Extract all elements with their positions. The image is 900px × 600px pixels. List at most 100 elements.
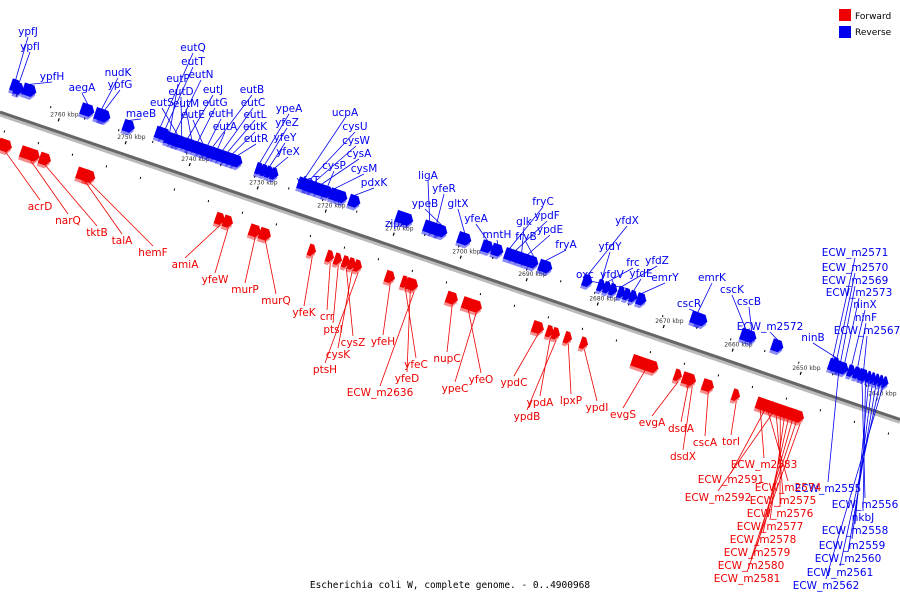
rev-zipa-label: zipA — [385, 218, 408, 230]
fwd-evgs-label: evgS — [610, 409, 636, 421]
rev-liga-label: ligA — [418, 170, 438, 182]
rev-cysm-label: cysM — [351, 163, 378, 175]
rev-ecw-m2555-label: ECW_m2555 — [795, 483, 862, 495]
fwd-cysz-label: cysZ — [341, 337, 366, 349]
fwd-crr-gene — [323, 249, 335, 266]
rev-eutc-leader — [222, 107, 254, 151]
fwd-acrd-gene — [0, 137, 12, 156]
fwd-evga-gene — [671, 368, 683, 384]
fwd-hemf-gene — [81, 168, 96, 186]
scale-minor-tick — [411, 269, 414, 272]
fwd-yfek-leader — [303, 256, 313, 307]
rev-eute-label: eutE — [181, 109, 205, 121]
rev-eutb-label: eutB — [240, 84, 264, 96]
fwd-evga-gene-body — [672, 368, 683, 382]
rev-eutr-leader — [237, 143, 257, 156]
rev-cscb-leader — [748, 306, 753, 332]
scale-tick — [392, 232, 395, 236]
rev-yfez-label: yfeZ — [275, 117, 299, 129]
scale-tick — [596, 302, 599, 306]
fwd-ecw-m2575-label: ECW_m2575 — [750, 495, 817, 507]
scale-tick-label: 2680 kbp — [589, 295, 617, 302]
kbp-scale: 2760 kbp 2750 kbp 2740 kbp 2730 kbp 2720 kbp… — [3, 94, 900, 435]
fwd-tktb-gene — [36, 151, 51, 169]
fwd-lpxp-gene-body — [562, 330, 573, 344]
rev-cscr-label: cscR — [677, 298, 701, 310]
scale-minor-tick — [717, 374, 720, 377]
fwd-ecw-m2580-leader — [750, 421, 797, 560]
rev-ypfi-gene — [11, 81, 24, 98]
rev-oxc-gene — [621, 287, 632, 304]
rev-ypeb-leader — [424, 208, 442, 226]
rev-cscb-gene-body — [745, 329, 757, 344]
rev-eutb-leader — [212, 94, 253, 148]
rev-ypeb-gene-body — [434, 223, 448, 238]
rev-ypea-label: ypeA — [276, 103, 303, 115]
fwd-hemf-gene-body — [82, 168, 96, 183]
rev-aega-label: aegA — [69, 82, 97, 94]
scale-tick-label: 2670 kbp — [655, 318, 683, 325]
rev-yfdv-label: yfdV — [600, 269, 625, 281]
fwd-tktb-leader — [44, 164, 98, 227]
fwd-yfeo-label: yfeO — [469, 374, 494, 386]
fwd-cysk-gene — [345, 257, 357, 273]
fwd-ypec-leader — [454, 312, 477, 383]
fwd-yfeh-label: yfeH — [371, 336, 395, 348]
rev-eute-leader — [192, 119, 204, 144]
fwd-evga-label: evgA — [639, 417, 666, 429]
rev-frc-leader — [607, 267, 634, 283]
scale-tick-label: 2650 kbp — [792, 365, 820, 372]
scale-minor-tick — [219, 164, 222, 167]
rev-euth-label: eutH — [208, 108, 233, 120]
fwd-ptsi-leader — [332, 265, 339, 324]
rev-ecw-m2570-label: ECW_m2570 — [822, 262, 889, 274]
rev-fryb-label: fryB — [515, 231, 536, 243]
fwd-murq-label: murQ — [261, 295, 290, 307]
rev-yfet-label: yfeT — [297, 175, 320, 187]
rev-fryb-gene — [526, 255, 539, 272]
fwd-ypda-label: ypdA — [527, 397, 555, 409]
rev-csck-label: cscK — [720, 284, 745, 296]
scale-minor-tick — [185, 152, 188, 155]
rev-oxc-leader — [584, 279, 628, 290]
fwd-nupc-gene-body — [444, 290, 458, 305]
rev-yfea-gene — [479, 239, 494, 257]
rev-maeb-gene-body — [121, 118, 135, 133]
fwd-ecw-m2578-label: ECW_m2578 — [730, 534, 797, 546]
fwd-tori-gene-body — [730, 388, 741, 401]
rev-pdxk-gene-body — [347, 193, 361, 208]
rev-eutj-leader — [187, 94, 214, 139]
scale-tick — [525, 277, 528, 282]
rev-glk-leader — [521, 226, 525, 253]
fwd-evgs-gene — [629, 353, 659, 376]
rev-gltx-gene-body — [456, 231, 472, 246]
fwd-yfeo-leader — [467, 309, 482, 374]
fwd-ypec-gene — [467, 298, 482, 316]
rev-cysu-leader — [309, 131, 356, 181]
fwd-evgs-leader — [622, 369, 646, 409]
scale-tick — [459, 255, 462, 259]
rev-eutr-label: eutR — [244, 133, 269, 145]
fwd-ecw-m2591-leader — [730, 410, 765, 474]
scale-minor-tick — [105, 165, 108, 168]
fwd-murp-gene — [246, 223, 261, 241]
fwd-nupc-label: nupC — [433, 353, 460, 365]
fwd-yfew-leader — [214, 227, 229, 274]
rev-yfet-leader — [307, 185, 342, 192]
rev-eutt-leader — [164, 66, 194, 129]
rev-emry-label: emrY — [651, 272, 679, 284]
rev-zipa-gene — [393, 209, 414, 229]
rev-ecw-m2571-leader — [832, 257, 856, 359]
rev-gltx-leader — [457, 208, 466, 234]
fwd-tala-label: talA — [112, 235, 133, 247]
rev-cysp-leader — [327, 170, 335, 187]
rev-oxc-label: oxc — [576, 269, 594, 281]
rev-ecw-m2573-gene-body — [838, 361, 849, 375]
scale-minor-tick — [695, 326, 698, 329]
fwd-ypec-gene-body — [468, 298, 482, 313]
scale-minor-tick — [253, 175, 256, 178]
rev-ecw-m2561-label: ECW_m2561 — [807, 567, 874, 579]
scale-minor-tick — [37, 141, 40, 145]
scale-minor-tick — [763, 349, 766, 353]
scale-minor-tick — [683, 362, 686, 365]
